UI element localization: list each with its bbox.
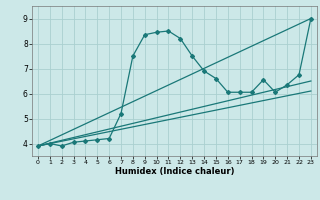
X-axis label: Humidex (Indice chaleur): Humidex (Indice chaleur) bbox=[115, 167, 234, 176]
